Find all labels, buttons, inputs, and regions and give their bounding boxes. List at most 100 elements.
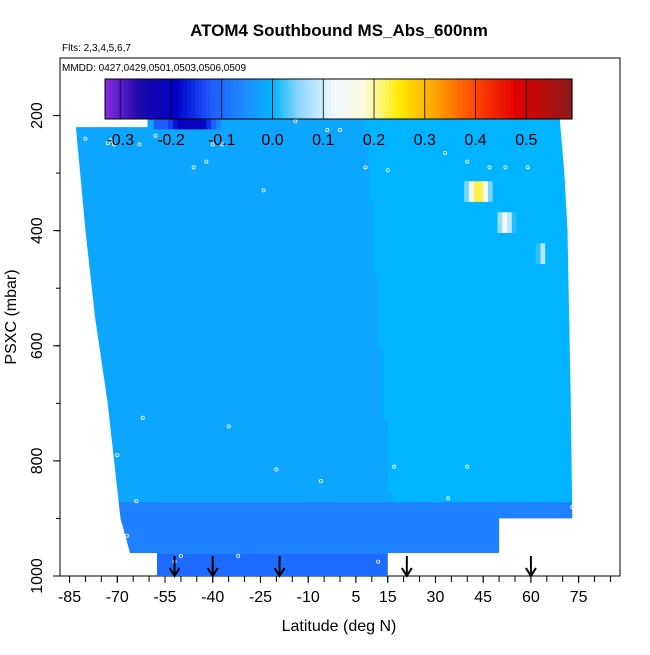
heat-cell — [340, 398, 346, 410]
heat-cell — [411, 243, 417, 255]
heat-cell — [373, 201, 379, 213]
heat-cell — [249, 502, 255, 514]
heat-cell — [416, 523, 422, 534]
heat-cell — [173, 346, 179, 358]
heat-cell — [416, 481, 422, 493]
heat-cell — [192, 284, 198, 296]
heat-cell — [273, 264, 279, 275]
heat-cell — [273, 139, 279, 151]
heat-cell — [363, 191, 370, 203]
heat-cell — [516, 150, 522, 161]
heat-cell — [535, 295, 541, 306]
heat-cell — [316, 502, 322, 514]
heat-cell — [564, 398, 570, 410]
heat-cell — [330, 512, 336, 524]
heat-cell — [316, 170, 322, 182]
heat-cell — [82, 357, 88, 369]
heat-cell — [177, 440, 183, 452]
heat-cell — [325, 512, 331, 524]
heat-cell — [201, 460, 207, 472]
heat-cell — [440, 160, 446, 172]
heat-cell — [230, 357, 236, 369]
heat-cell — [344, 554, 351, 565]
heat-cell — [397, 554, 403, 565]
heat-cell — [516, 440, 522, 452]
heat-cell — [273, 315, 279, 327]
heat-cell — [163, 574, 169, 577]
heat-cell — [335, 450, 341, 462]
heat-cell — [535, 139, 541, 151]
heat-cell — [483, 129, 489, 141]
heat-cell — [416, 243, 422, 255]
heat-cell — [363, 129, 370, 141]
heat-cell — [96, 481, 102, 493]
heat-cell — [335, 502, 341, 514]
heat-cell — [273, 150, 279, 161]
heat-cell — [120, 481, 126, 493]
heat-cell — [192, 139, 198, 151]
heat-cell — [268, 357, 274, 369]
heat-cell — [454, 367, 460, 379]
heat-cell — [239, 533, 246, 545]
heat-cell — [530, 440, 537, 452]
heat-cell — [535, 357, 541, 369]
heat-cell — [511, 450, 518, 462]
heat-cell — [144, 119, 150, 130]
heat-cell — [153, 543, 160, 555]
heat-cell — [363, 460, 370, 472]
heat-cell — [340, 305, 346, 317]
heat-cell — [545, 274, 551, 286]
heat-cell — [559, 253, 565, 265]
heat-cell — [559, 502, 565, 514]
heat-cell — [297, 160, 303, 172]
heat-cell — [87, 523, 93, 534]
heat-cell — [354, 554, 360, 565]
heat-cell — [125, 378, 131, 389]
heat-cell — [297, 315, 303, 327]
heat-cell — [320, 233, 327, 244]
heat-cell — [211, 233, 217, 244]
heat-cell — [158, 429, 164, 441]
heat-cell — [192, 574, 198, 577]
heat-cell — [292, 543, 298, 555]
heat-cell — [440, 170, 446, 182]
heat-cell — [530, 378, 537, 389]
heat-cell — [488, 253, 494, 265]
heat-cell — [163, 305, 169, 317]
heat-cell — [402, 336, 408, 348]
heat-cell — [335, 181, 341, 193]
heat-cell — [101, 264, 107, 275]
heat-cell — [425, 129, 432, 141]
heat-cell — [459, 139, 465, 151]
heat-cell — [569, 264, 573, 275]
heat-cell — [507, 346, 513, 358]
heat-cell — [301, 336, 308, 348]
heat-cell — [196, 502, 203, 514]
heat-cell — [206, 409, 212, 420]
heat-cell — [464, 357, 470, 369]
heat-cell — [392, 119, 398, 130]
heat-cell — [540, 378, 546, 389]
heat-cell — [359, 471, 365, 483]
heat-cell — [354, 201, 360, 213]
heat-cell — [483, 388, 489, 400]
heat-cell — [273, 409, 279, 420]
heat-cell — [239, 492, 246, 503]
heat-cell — [349, 181, 355, 193]
heat-cell — [220, 450, 226, 462]
heat-cell — [569, 233, 573, 244]
heat-cell — [378, 481, 384, 493]
heat-cell — [430, 315, 436, 327]
heat-cell — [163, 357, 169, 369]
heat-cell — [445, 305, 451, 317]
heat-cell — [402, 450, 408, 462]
heat-cell — [311, 429, 317, 441]
heat-cell — [187, 574, 193, 577]
heat-cell — [96, 378, 102, 389]
heat-cell — [273, 398, 279, 410]
heat-cell — [363, 170, 370, 182]
heat-cell — [540, 191, 546, 203]
heat-cell — [392, 201, 398, 213]
heat-cell — [435, 533, 441, 545]
heat-cell — [535, 160, 541, 172]
